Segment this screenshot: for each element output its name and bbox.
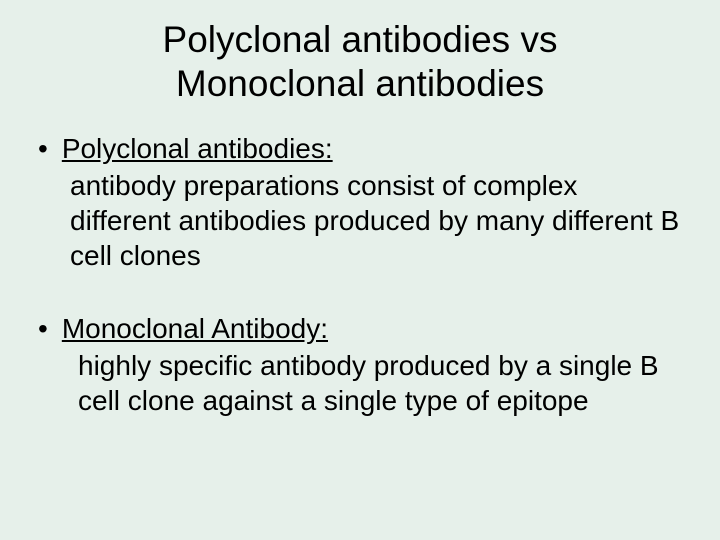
bullet-icon: •	[38, 311, 48, 346]
bullet-item-1: • Polyclonal antibodies: antibody prepar…	[36, 131, 684, 273]
bullet-row: • Monoclonal Antibody:	[36, 311, 684, 346]
bullet-heading: Monoclonal Antibody:	[62, 311, 328, 346]
bullet-icon: •	[38, 131, 48, 166]
bullet-row: • Polyclonal antibodies:	[36, 131, 684, 166]
title-line-1: Polyclonal antibodies vs	[163, 19, 558, 60]
title-line-2: Monoclonal antibodies	[176, 63, 544, 104]
bullet-body: antibody preparations consist of complex…	[70, 168, 684, 273]
bullet-body: highly specific antibody produced by a s…	[78, 348, 684, 418]
bullet-item-2: • Monoclonal Antibody: highly specific a…	[36, 311, 684, 418]
bullet-heading: Polyclonal antibodies:	[62, 131, 333, 166]
slide-title: Polyclonal antibodies vs Monoclonal anti…	[36, 18, 684, 105]
